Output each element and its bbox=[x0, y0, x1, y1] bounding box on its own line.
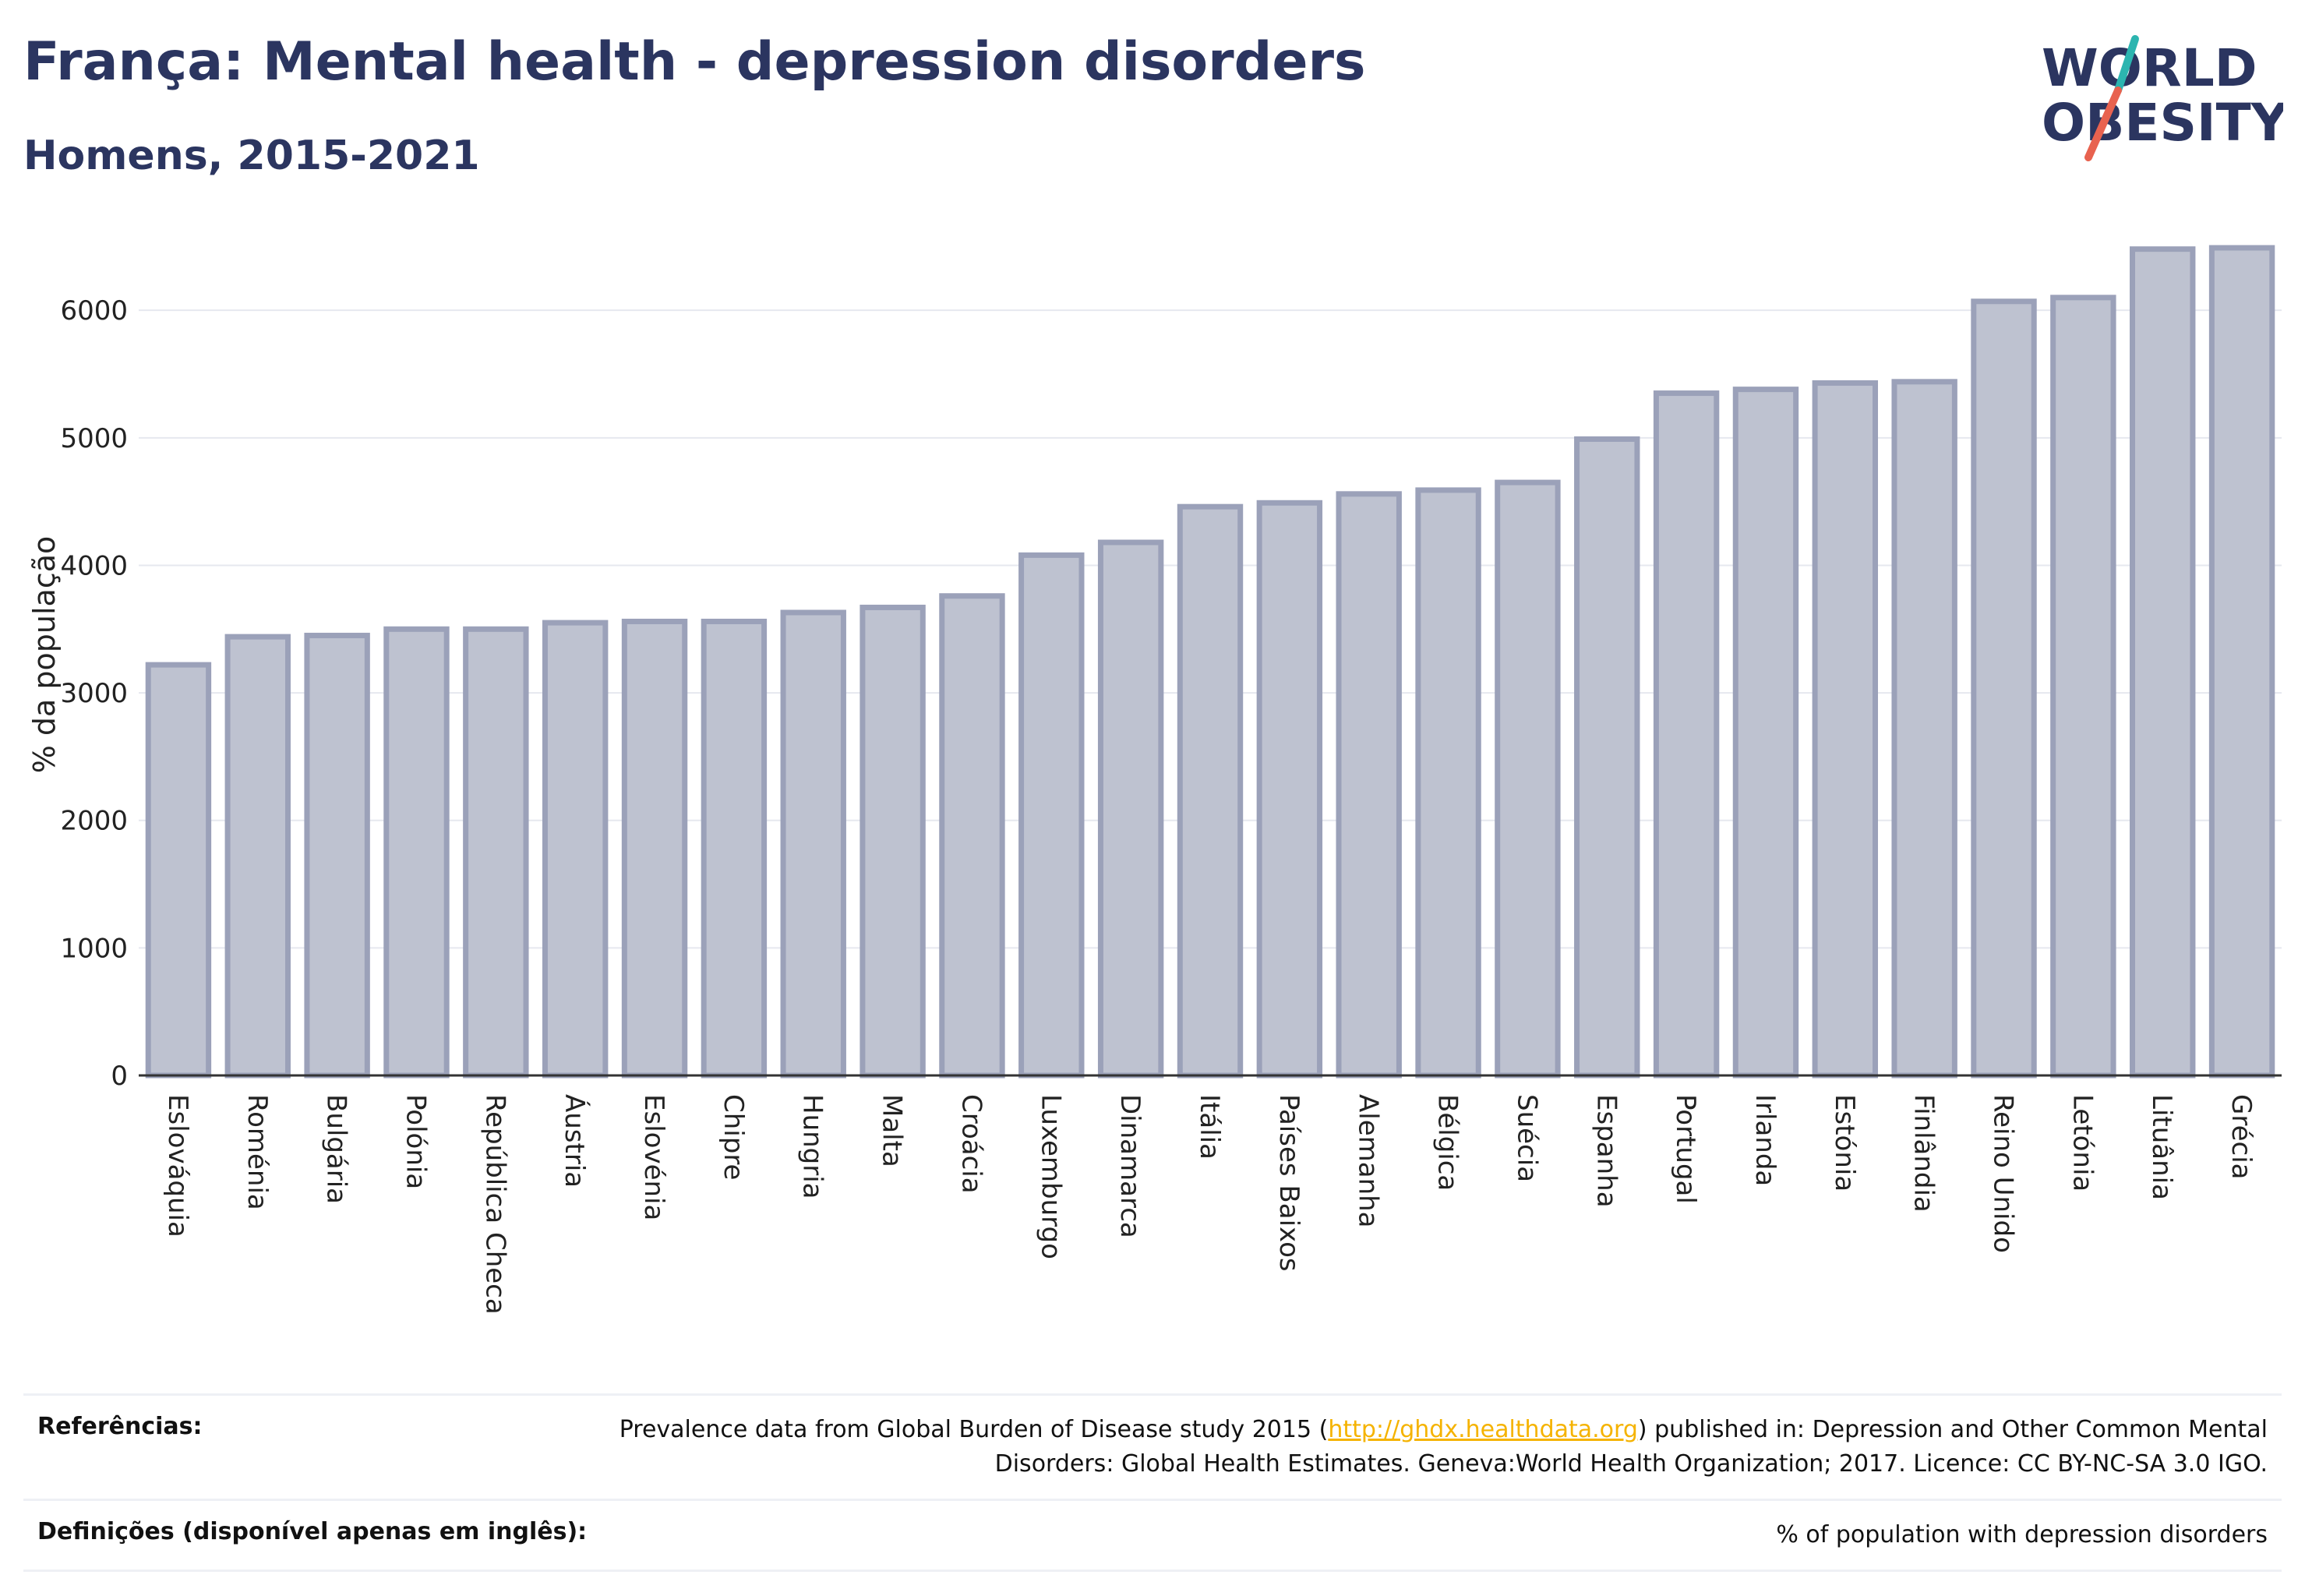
x-tick-label: Letónia bbox=[2067, 1094, 2098, 1192]
y-tick-label: 4000 bbox=[60, 550, 128, 581]
x-tick-label: Irlanda bbox=[1749, 1094, 1781, 1186]
x-tick-label: Luxemburgo bbox=[1035, 1094, 1066, 1259]
x-tick-label: Chipre bbox=[718, 1094, 749, 1180]
x-tick-label: Estónia bbox=[1829, 1094, 1860, 1192]
world-obesity-logo: WORLD OBESITY bbox=[2042, 35, 2283, 161]
bar-0[interactable] bbox=[145, 662, 212, 1079]
references-row: Referências: Prevalence data from Global… bbox=[23, 1393, 2282, 1499]
bar-9[interactable] bbox=[860, 604, 926, 1079]
references-text-after: ) published in: Depression and Other Com… bbox=[994, 1416, 2268, 1478]
y-axis-label: % da população bbox=[27, 536, 62, 774]
bar-6[interactable] bbox=[621, 618, 688, 1079]
x-tick-label: Finlândia bbox=[1908, 1094, 1940, 1213]
bar-16[interactable] bbox=[1415, 487, 1481, 1079]
x-axis-ticks: Eslováquia Roménia Bulgária Polónia Repúblic… bbox=[162, 1094, 2257, 1315]
x-tick-label: Malta bbox=[877, 1094, 908, 1167]
bar-5[interactable] bbox=[542, 620, 609, 1079]
x-tick-label: Polónia bbox=[400, 1094, 431, 1189]
definitions-row: Definições (disponível apenas em inglês)… bbox=[23, 1499, 2282, 1572]
definitions-text: % of population with depression disorder… bbox=[1776, 1521, 2268, 1548]
bar-7[interactable] bbox=[701, 618, 768, 1079]
bar-19[interactable] bbox=[1653, 390, 1720, 1079]
bar-22[interactable] bbox=[1891, 379, 1957, 1079]
x-tick-label: Portugal bbox=[1670, 1094, 1701, 1204]
bar-11[interactable] bbox=[1018, 552, 1085, 1079]
bar-2[interactable] bbox=[304, 632, 370, 1079]
logo-line-world: WORLD bbox=[2042, 38, 2257, 98]
x-tick-label: Eslovénia bbox=[638, 1094, 669, 1220]
references-label: Referências: bbox=[37, 1413, 203, 1440]
x-tick-label: Espanha bbox=[1590, 1094, 1622, 1208]
x-tick-label: Itália bbox=[1194, 1094, 1225, 1160]
y-tick-label: 5000 bbox=[60, 423, 128, 454]
footer: Referências: Prevalence data from Global… bbox=[23, 1393, 2282, 1572]
bar-12[interactable] bbox=[1097, 539, 1164, 1079]
bar-10[interactable] bbox=[939, 593, 1005, 1079]
x-tick-label: Croácia bbox=[955, 1094, 987, 1194]
y-axis-ticks: 0 1000 2000 3000 4000 5000 6000 bbox=[60, 295, 128, 1092]
bar-17[interactable] bbox=[1495, 479, 1561, 1079]
bar-25[interactable] bbox=[2130, 246, 2196, 1079]
bar-8[interactable] bbox=[780, 609, 846, 1079]
bar-chart: 0 1000 2000 3000 4000 5000 6000 Eslováquia Romé… bbox=[27, 245, 2282, 1315]
x-tick-label: Reino Unido bbox=[1988, 1094, 2019, 1253]
chart-title: França: Mental health - depression disor… bbox=[23, 31, 1366, 93]
x-tick-label: Grécia bbox=[2226, 1094, 2257, 1179]
bar-24[interactable] bbox=[2050, 295, 2116, 1079]
x-tick-label: República Checa bbox=[479, 1094, 510, 1315]
bar-18[interactable] bbox=[1574, 436, 1640, 1079]
references-text-before: Prevalence data from Global Burden of Di… bbox=[619, 1416, 1329, 1443]
bar-20[interactable] bbox=[1732, 387, 1799, 1079]
y-tick-label: 3000 bbox=[60, 678, 128, 709]
bar-23[interactable] bbox=[1971, 298, 2037, 1079]
x-tick-label: Eslováquia bbox=[162, 1094, 193, 1238]
x-tick-label: Áustria bbox=[559, 1094, 591, 1188]
bar-1[interactable] bbox=[224, 634, 291, 1079]
x-tick-label: Roménia bbox=[242, 1094, 273, 1210]
y-tick-label: 2000 bbox=[60, 806, 128, 837]
y-tick-label: 0 bbox=[111, 1061, 128, 1092]
y-tick-label: 6000 bbox=[60, 295, 128, 327]
definitions-label: Definições (disponível apenas em inglês)… bbox=[37, 1518, 588, 1545]
x-tick-label: Hungria bbox=[797, 1094, 828, 1199]
x-tick-label: Suécia bbox=[1511, 1094, 1542, 1182]
bar-13[interactable] bbox=[1177, 503, 1244, 1079]
x-tick-label: Países Baixos bbox=[1273, 1094, 1304, 1272]
x-tick-label: Alemanha bbox=[1353, 1094, 1384, 1228]
x-tick-label: Lituânia bbox=[2146, 1094, 2177, 1200]
logo-slash-teal bbox=[2114, 35, 2139, 94]
logo-line-obesity: OBESITY bbox=[2042, 93, 2283, 153]
bar-14[interactable] bbox=[1256, 500, 1323, 1079]
references-link[interactable]: http://ghdx.healthdata.org bbox=[1328, 1416, 1638, 1443]
x-tick-label: Bélgica bbox=[1432, 1094, 1463, 1191]
bar-15[interactable] bbox=[1336, 491, 1402, 1079]
logo-slash-red bbox=[2084, 87, 2122, 161]
references-text: Prevalence data from Global Burden of Di… bbox=[514, 1413, 2268, 1481]
bar-21[interactable] bbox=[1812, 380, 1879, 1079]
x-tick-label: Bulgária bbox=[321, 1094, 352, 1204]
bar-26[interactable] bbox=[2208, 245, 2275, 1079]
bars bbox=[145, 245, 2275, 1079]
y-tick-label: 1000 bbox=[60, 933, 128, 964]
bar-4[interactable] bbox=[463, 626, 529, 1079]
x-tick-label: Dinamarca bbox=[1114, 1094, 1145, 1238]
bar-3[interactable] bbox=[383, 626, 450, 1079]
chart-subtitle: Homens, 2015-2021 bbox=[23, 132, 480, 179]
